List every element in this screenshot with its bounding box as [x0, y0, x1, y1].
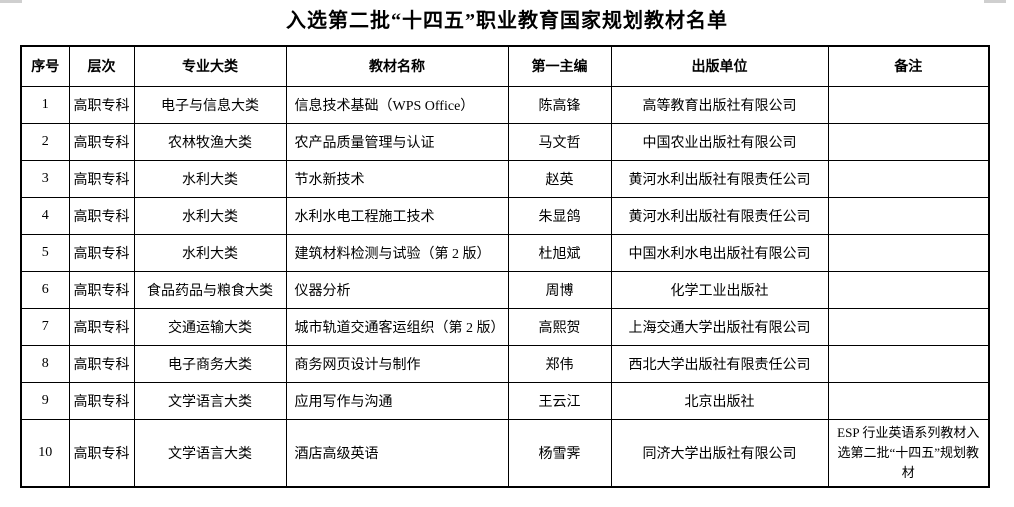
cell-editor: 周博: [507, 270, 612, 309]
cell-category: 水利大类: [133, 233, 287, 272]
cell-publisher: 同济大学出版社有限公司: [610, 418, 829, 488]
table-row: 5 高职专科 水利大类 建筑材料检测与试验（第 2 版） 杜旭斌 中国水利水电出…: [20, 233, 990, 272]
cell-category: 水利大类: [133, 196, 287, 235]
cell-remark: [827, 270, 990, 309]
cell-no: 7: [20, 307, 70, 346]
table-row: 1 高职专科 电子与信息大类 信息技术基础（WPS Office） 陈高锋 高等…: [20, 85, 990, 124]
cell-level: 高职专科: [68, 381, 135, 420]
cell-remark: [827, 122, 990, 161]
cell-remark: [827, 307, 990, 346]
cell-category: 文学语言大类: [133, 381, 287, 420]
cell-no: 2: [20, 122, 70, 161]
textbook-list-table: 序号 层次 专业大类 教材名称 第一主编 出版单位 备注 1 高职专科 电子与信…: [20, 45, 990, 488]
cell-name: 应用写作与沟通: [285, 381, 509, 420]
cell-name: 水利水电工程施工技术: [285, 196, 509, 235]
cell-category: 电子与信息大类: [133, 85, 287, 124]
window-edge-fragment-right: [984, 0, 1006, 3]
cell-no: 6: [20, 270, 70, 309]
cell-publisher: 北京出版社: [610, 381, 829, 420]
cell-publisher: 黄河水利出版社有限责任公司: [610, 196, 829, 235]
cell-name: 节水新技术: [285, 159, 509, 198]
cell-no: 3: [20, 159, 70, 198]
col-header-publisher: 出版单位: [610, 45, 829, 87]
cell-editor: 王云江: [507, 381, 612, 420]
cell-level: 高职专科: [68, 85, 135, 124]
cell-no: 8: [20, 344, 70, 383]
cell-remark: [827, 196, 990, 235]
cell-remark: [827, 159, 990, 198]
cell-no: 9: [20, 381, 70, 420]
table-row: 7 高职专科 交通运输大类 城市轨道交通客运组织（第 2 版） 高熙贺 上海交通…: [20, 307, 990, 346]
cell-editor: 陈高锋: [507, 85, 612, 124]
cell-no: 4: [20, 196, 70, 235]
table-row: 3 高职专科 水利大类 节水新技术 赵英 黄河水利出版社有限责任公司: [20, 159, 990, 198]
cell-category: 水利大类: [133, 159, 287, 198]
cell-category: 食品药品与粮食大类: [133, 270, 287, 309]
cell-level: 高职专科: [68, 307, 135, 346]
cell-editor: 马文哲: [507, 122, 612, 161]
table-row: 8 高职专科 电子商务大类 商务网页设计与制作 郑伟 西北大学出版社有限责任公司: [20, 344, 990, 383]
cell-publisher: 黄河水利出版社有限责任公司: [610, 159, 829, 198]
cell-name: 信息技术基础（WPS Office）: [285, 85, 509, 124]
cell-publisher: 化学工业出版社: [610, 270, 829, 309]
cell-no: 10: [20, 418, 70, 488]
cell-name: 城市轨道交通客运组织（第 2 版）: [285, 307, 509, 346]
cell-editor: 杨雪霁: [507, 418, 612, 488]
cell-category: 农林牧渔大类: [133, 122, 287, 161]
cell-remark: [827, 381, 990, 420]
table-row: 2 高职专科 农林牧渔大类 农产品质量管理与认证 马文哲 中国农业出版社有限公司: [20, 122, 990, 161]
cell-level: 高职专科: [68, 270, 135, 309]
col-header-remark: 备注: [827, 45, 990, 87]
cell-publisher: 中国水利水电出版社有限公司: [610, 233, 829, 272]
cell-level: 高职专科: [68, 418, 135, 488]
col-header-editor: 第一主编: [507, 45, 612, 87]
col-header-level: 层次: [68, 45, 135, 87]
cell-publisher: 西北大学出版社有限责任公司: [610, 344, 829, 383]
page-title: 入选第二批“十四五”职业教育国家规划教材名单: [286, 10, 728, 32]
window-edge-fragment-left: [0, 0, 22, 3]
cell-category: 交通运输大类: [133, 307, 287, 346]
cell-editor: 郑伟: [507, 344, 612, 383]
cell-level: 高职专科: [68, 159, 135, 198]
cell-remark: [827, 344, 990, 383]
cell-editor: 朱显鸽: [507, 196, 612, 235]
cell-category: 电子商务大类: [133, 344, 287, 383]
table-header-row: 序号 层次 专业大类 教材名称 第一主编 出版单位 备注: [20, 45, 990, 87]
col-header-category: 专业大类: [133, 45, 287, 87]
cell-name: 建筑材料检测与试验（第 2 版）: [285, 233, 509, 272]
cell-level: 高职专科: [68, 196, 135, 235]
cell-name: 酒店高级英语: [285, 418, 509, 488]
table-row: 4 高职专科 水利大类 水利水电工程施工技术 朱显鸽 黄河水利出版社有限责任公司: [20, 196, 990, 235]
cell-editor: 杜旭斌: [507, 233, 612, 272]
table-row: 9 高职专科 文学语言大类 应用写作与沟通 王云江 北京出版社: [20, 381, 990, 420]
cell-level: 高职专科: [68, 233, 135, 272]
cell-editor: 高熙贺: [507, 307, 612, 346]
cell-publisher: 高等教育出版社有限公司: [610, 85, 829, 124]
col-header-name: 教材名称: [285, 45, 509, 87]
cell-name: 仪器分析: [285, 270, 509, 309]
cell-level: 高职专科: [68, 122, 135, 161]
cell-remark: [827, 233, 990, 272]
cell-editor: 赵英: [507, 159, 612, 198]
cell-publisher: 上海交通大学出版社有限公司: [610, 307, 829, 346]
col-header-no: 序号: [20, 45, 70, 87]
cell-level: 高职专科: [68, 344, 135, 383]
cell-name: 商务网页设计与制作: [285, 344, 509, 383]
cell-category: 文学语言大类: [133, 418, 287, 488]
cell-publisher: 中国农业出版社有限公司: [610, 122, 829, 161]
table-row: 10 高职专科 文学语言大类 酒店高级英语 杨雪霁 同济大学出版社有限公司 ES…: [20, 418, 990, 488]
table-row: 6 高职专科 食品药品与粮食大类 仪器分析 周博 化学工业出版社: [20, 270, 990, 309]
cell-name: 农产品质量管理与认证: [285, 122, 509, 161]
cell-no: 5: [20, 233, 70, 272]
cell-remark: ESP 行业英语系列教材入选第二批“十四五”规划教材: [827, 418, 990, 488]
cell-no: 1: [20, 85, 70, 124]
cell-remark: [827, 85, 990, 124]
